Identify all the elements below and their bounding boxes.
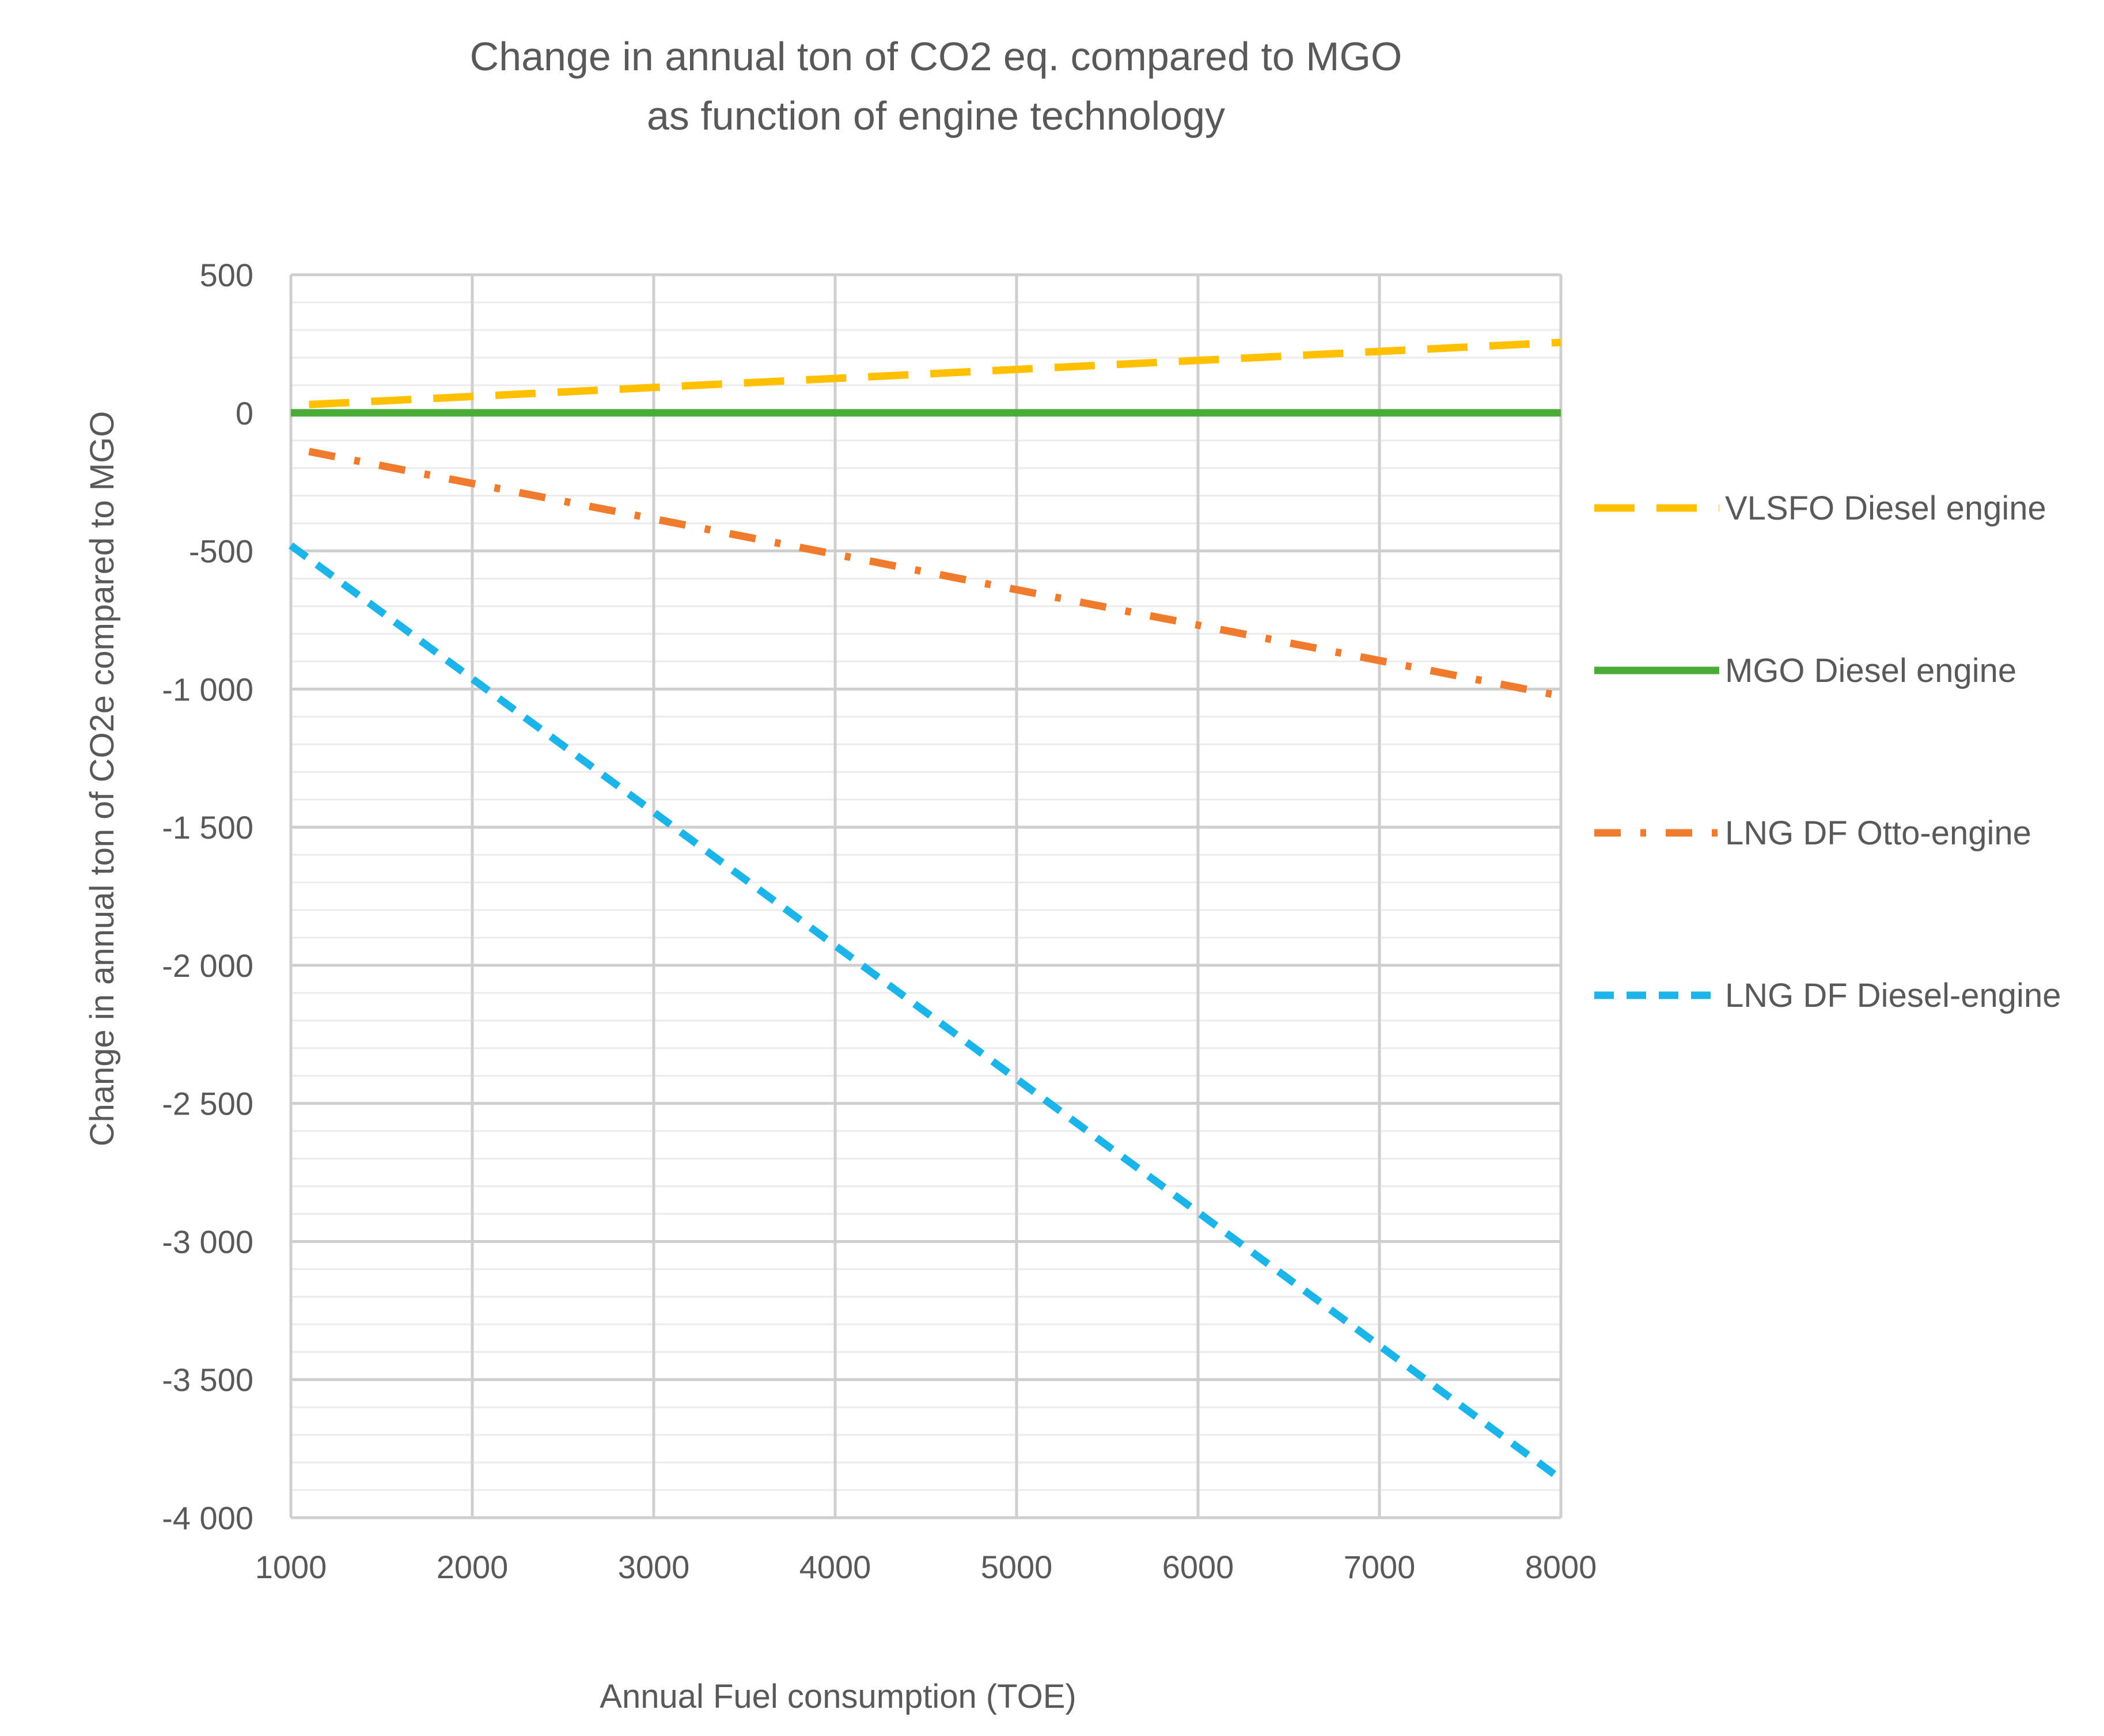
legend: VLSFO Diesel engine MGO Diesel engine LNG …	[1594, 490, 2061, 1014]
y-tick-label: -3 000	[162, 1223, 253, 1260]
y-tick-label: -1 000	[162, 671, 253, 707]
chart-title-line-1: Change in annual ton of CO2 eq. compared…	[470, 34, 1402, 79]
series-line-vlsfo-diesel-engine	[309, 338, 1561, 408]
y-tick-label: -2 500	[162, 1086, 253, 1122]
y-axis-label: Change in annual ton of CO2e compared to…	[84, 411, 121, 1147]
y-tick-label: 500	[200, 257, 253, 293]
legend-label: LNG DF Diesel-engine	[1725, 977, 2061, 1014]
legend-label: LNG DF Otto-engine	[1725, 814, 2031, 852]
y-tick-label: -1 500	[162, 809, 253, 846]
y-tick-label: -2 000	[162, 947, 253, 984]
x-tick-label: 1000	[255, 1549, 327, 1585]
y-tick-label: 0	[236, 395, 253, 431]
tick-labels: 5000-500-1 000-1 500-2 000-2 500-3 000-3…	[162, 257, 1597, 1585]
x-tick-label: 5000	[981, 1549, 1053, 1585]
x-tick-label: 8000	[1525, 1549, 1597, 1585]
gridlines	[289, 273, 1563, 1519]
chart-title-line-2: as function of engine technology	[647, 93, 1225, 138]
y-tick-label: -500	[189, 533, 253, 570]
legend-label: VLSFO Diesel engine	[1725, 490, 2046, 527]
series-layer	[289, 338, 1563, 1483]
series-line-lng-df-otto-engine	[308, 448, 1562, 700]
series-line-lng-df-diesel-engine	[289, 542, 1563, 1483]
x-tick-label: 2000	[437, 1549, 509, 1585]
x-tick-label: 3000	[618, 1549, 690, 1585]
y-tick-label: -4 000	[162, 1500, 253, 1536]
x-tick-label: 7000	[1344, 1549, 1416, 1585]
y-tick-label: -3 500	[162, 1362, 253, 1398]
x-axis-label: Annual Fuel consumption (TOE)	[600, 1678, 1076, 1715]
x-tick-label: 6000	[1162, 1549, 1234, 1585]
x-tick-label: 4000	[799, 1549, 871, 1585]
legend-label: MGO Diesel engine	[1725, 652, 2016, 689]
